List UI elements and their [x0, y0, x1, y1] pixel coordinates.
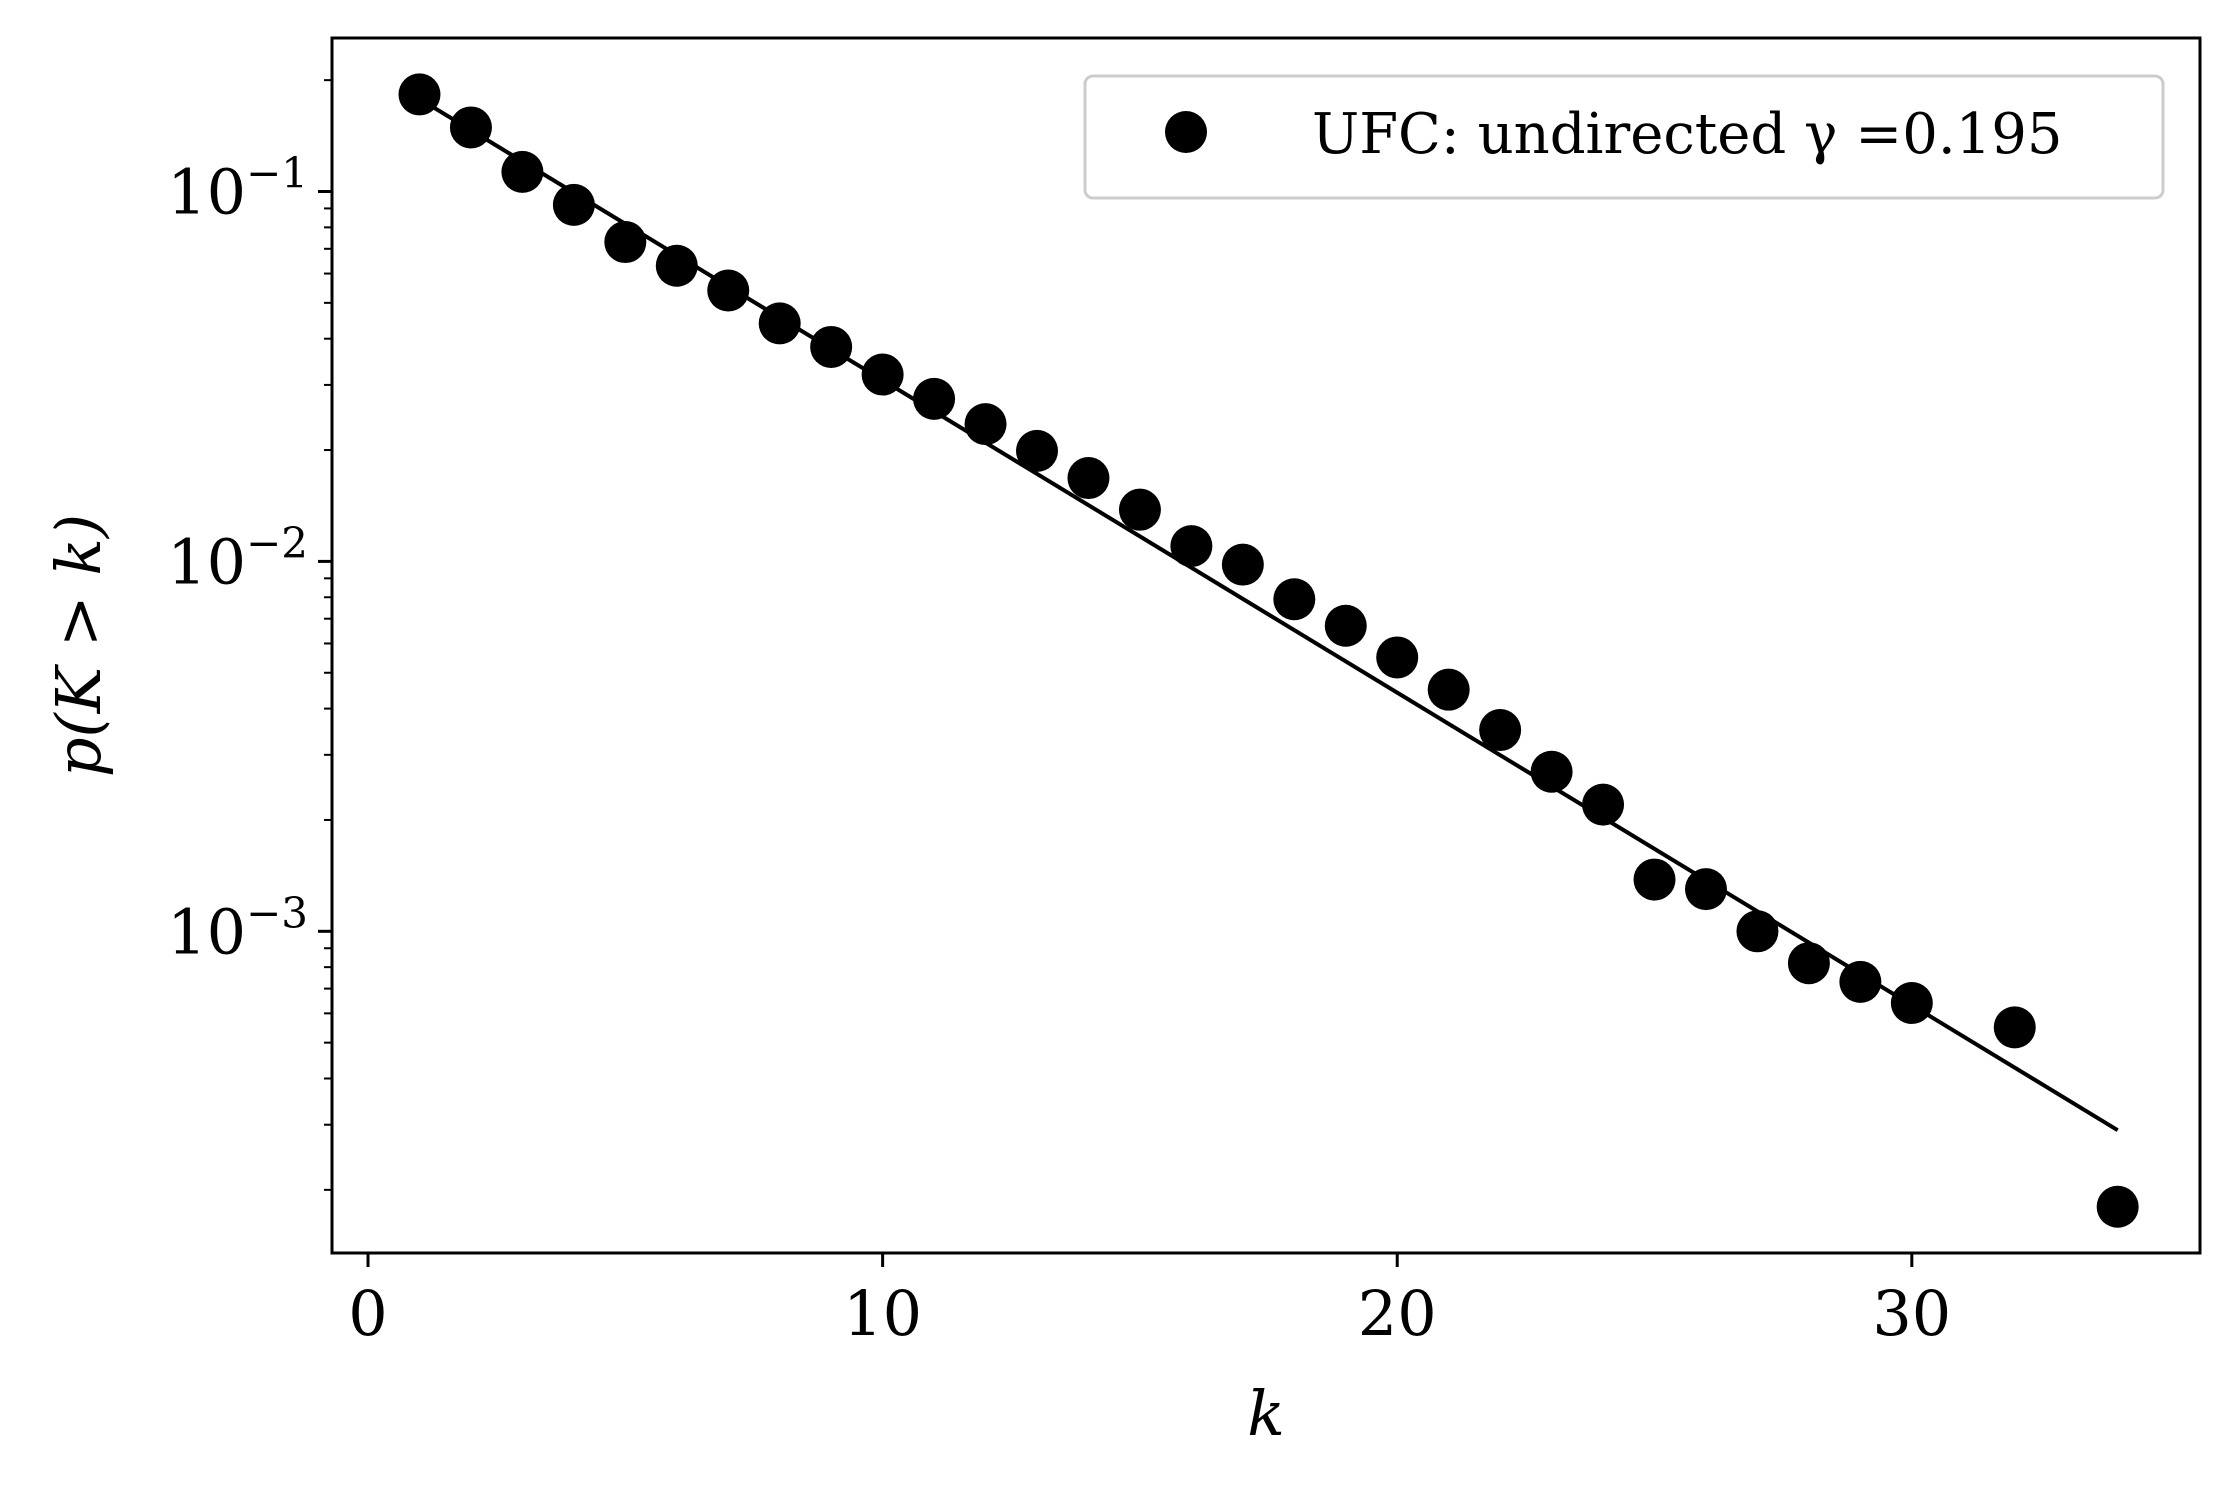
- data-point: [1170, 525, 1213, 568]
- data-point: [1839, 960, 1882, 1003]
- data-point: [1787, 942, 1830, 985]
- data-point: [861, 353, 904, 396]
- data-point: [552, 183, 595, 226]
- data-point: [1684, 868, 1727, 911]
- y-tick-base: 10: [167, 525, 246, 598]
- data-point: [1530, 750, 1573, 793]
- data-point: [758, 302, 801, 345]
- y-tick-exponent: −2: [246, 518, 308, 567]
- data-point: [449, 106, 492, 149]
- data-point: [1582, 783, 1625, 826]
- legend: UFC: undirected γ =0.195: [1083, 74, 2165, 200]
- y-tick-exponent: −3: [246, 888, 308, 937]
- x-tick-label: 30: [1872, 1277, 1951, 1350]
- plot-area: [398, 73, 2139, 1228]
- data-point: [655, 244, 698, 287]
- data-point: [1273, 578, 1316, 621]
- data-point: [1427, 668, 1470, 711]
- data-point: [1016, 429, 1059, 472]
- data-point: [1479, 709, 1522, 752]
- legend-box: [1083, 74, 2165, 200]
- data-point: [1067, 457, 1110, 500]
- data-point: [1118, 488, 1161, 531]
- y-tick-base: 10: [167, 156, 246, 229]
- data-point: [2096, 1185, 2139, 1228]
- y-tick-label: 10−3: [167, 888, 308, 968]
- data-point: [398, 73, 441, 116]
- data-point: [1376, 636, 1419, 679]
- plot-frame: [330, 36, 2202, 1255]
- y-tick-exponent: −1: [246, 149, 308, 198]
- y-axis: 10−110−210−3: [167, 149, 332, 968]
- data-point: [810, 325, 853, 368]
- y-tick-label: 10−1: [167, 149, 308, 229]
- y-tick-base: 10: [167, 895, 246, 968]
- legend-label-undirected: UFC: undirected γ =0.195: [1312, 102, 2063, 167]
- x-axis: 0 10 20 30: [348, 1253, 1951, 1350]
- data-point: [604, 221, 647, 264]
- data-point: [707, 269, 750, 312]
- data-point: [1221, 543, 1264, 586]
- data-point: [1736, 910, 1779, 953]
- data-point: [501, 150, 544, 193]
- data-point: [1324, 604, 1367, 647]
- data-point: [1993, 1006, 2036, 1049]
- x-tick-label: 20: [1358, 1277, 1437, 1350]
- y-tick-label: 10−2: [167, 518, 308, 598]
- data-point: [1633, 858, 1676, 901]
- data-point: [913, 377, 956, 420]
- data-point: [964, 403, 1007, 446]
- x-tick-label: 10: [843, 1277, 922, 1350]
- y-axis-label: p(K > k): [42, 514, 115, 777]
- x-axis-label: k: [1247, 1377, 1285, 1450]
- x-tick-label: 0: [348, 1277, 387, 1350]
- legend-marker: [1165, 111, 1207, 153]
- fit-line: [418, 97, 2119, 1132]
- data-point: [1890, 982, 1933, 1025]
- y-minor-ticks: [324, 79, 332, 1191]
